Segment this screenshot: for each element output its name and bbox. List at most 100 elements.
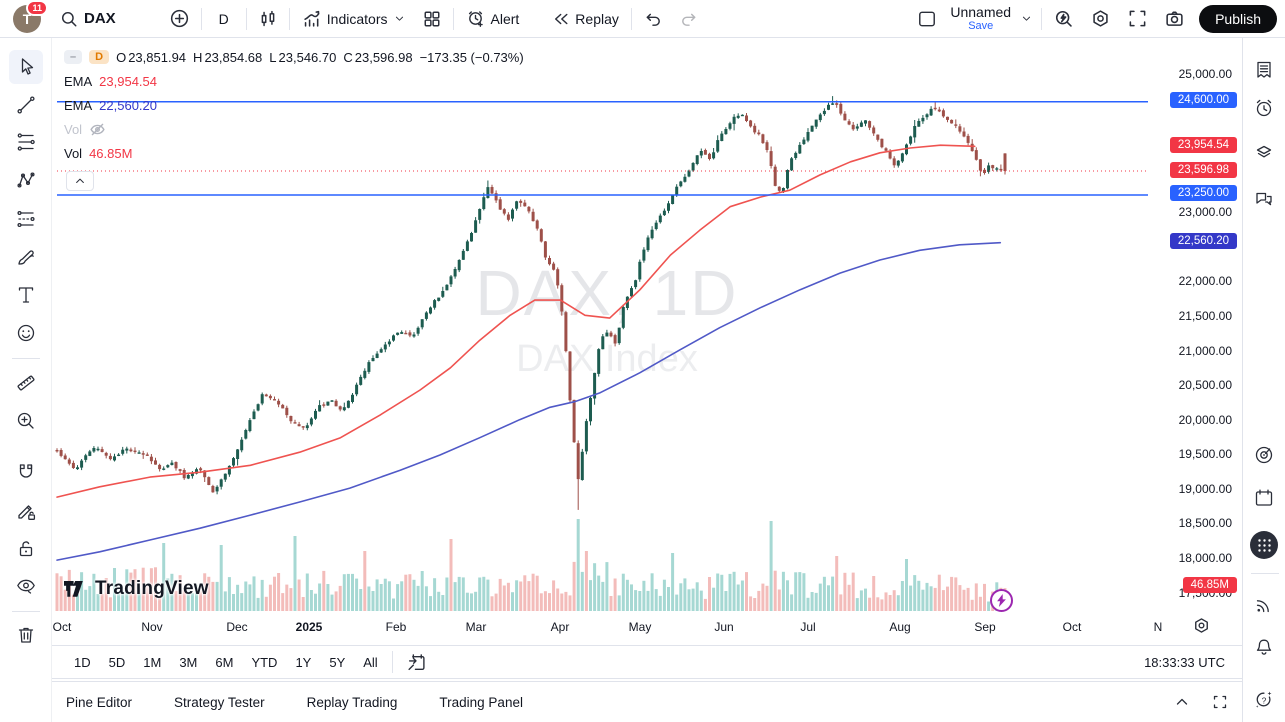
legend-ema1-row[interactable]: EMA 23,954.54: [64, 69, 526, 93]
range-button-1m[interactable]: 1M: [143, 654, 162, 670]
ema2-value: 22,560.20: [99, 97, 158, 113]
hide-all-drawings-button[interactable]: [9, 569, 43, 603]
layout-name-button[interactable]: Unnamed Save: [946, 0, 1015, 38]
legend-main-row[interactable]: – D O 23,851.94 H 23,854.68 L 23,546.70 C 23,59…: [64, 45, 526, 69]
help-sparkle-icon: ?: [1255, 691, 1272, 708]
forecast-tool-button[interactable]: [9, 202, 43, 236]
alerts-panel-button[interactable]: [1248, 92, 1280, 124]
range-button-1d[interactable]: 1D: [74, 654, 91, 670]
tab-trading-panel[interactable]: Trading Panel: [439, 694, 523, 710]
save-layout-link[interactable]: Save: [968, 20, 994, 33]
brush-tool-button[interactable]: [9, 240, 43, 274]
range-button-1y[interactable]: 1Y: [295, 654, 312, 670]
emoji-tool-button[interactable]: [9, 316, 43, 350]
redo-button[interactable]: [671, 0, 707, 38]
price-tick: 23,000.00: [1178, 205, 1232, 220]
feed-button[interactable]: [1248, 589, 1280, 621]
alert-button[interactable]: Alert: [457, 0, 529, 38]
panel-expand-chevron-icon[interactable]: [1174, 694, 1190, 710]
price-axis[interactable]: 25,000.00 23,000.00 22,000.00 21,500.00 21,0…: [1148, 38, 1242, 651]
time-tick: Jun: [714, 620, 734, 634]
layout-dropdown-button[interactable]: [1015, 0, 1038, 38]
range-button-5y[interactable]: 5Y: [329, 654, 346, 670]
clock-utc[interactable]: 18:33:33 UTC: [1144, 654, 1225, 670]
remove-all-drawings-button[interactable]: [9, 618, 43, 652]
chart-canvas[interactable]: [52, 38, 1242, 613]
tab-strategy-tester[interactable]: Strategy Tester: [174, 694, 265, 710]
time-tick: Dec: [226, 620, 248, 634]
legend-vol-hidden-row[interactable]: Vol: [64, 117, 526, 141]
symbol-search-button[interactable]: DAX: [51, 0, 125, 38]
hotlists-button[interactable]: [1248, 439, 1280, 471]
range-button-3m[interactable]: 3M: [179, 654, 198, 670]
timeframe-pill[interactable]: D: [89, 50, 110, 64]
legend-collapse-button[interactable]: [66, 171, 94, 191]
fib-retracement-tool-button[interactable]: [9, 125, 43, 159]
chevron-down-icon: [395, 16, 403, 21]
fullscreen-button[interactable]: [1119, 0, 1156, 38]
notifications-button[interactable]: [1248, 632, 1280, 664]
time-axis[interactable]: Oct Nov Dec 2025 Feb Mar Apr May Jun Jul Aug Sep Oct…: [52, 613, 1242, 643]
ohlc-value: 23,851.94: [128, 49, 187, 65]
drawing-toolbar: [0, 38, 52, 722]
ruler-tool-button[interactable]: [9, 366, 43, 400]
interval-button[interactable]: D: [205, 0, 243, 38]
settings-button[interactable]: [1082, 0, 1119, 38]
go-to-date-button[interactable]: [399, 650, 434, 675]
text-tool-button[interactable]: [9, 278, 43, 312]
magnet-tool-button[interactable]: [9, 455, 43, 489]
compare-add-symbol-button[interactable]: [161, 0, 198, 38]
object-tree-button[interactable]: [1248, 137, 1280, 169]
price-tick: 25,000.00: [1178, 67, 1232, 81]
more-apps-button[interactable]: [1248, 529, 1280, 561]
time-tick: Apr: [550, 620, 570, 634]
trend-line-tool-button[interactable]: [9, 88, 43, 122]
symbol-collapsed-pill[interactable]: –: [64, 50, 83, 64]
drawing-mode-lock-button[interactable]: [9, 494, 43, 528]
alert-label: Alert: [490, 10, 520, 27]
user-avatar[interactable]: T 11: [13, 0, 48, 33]
range-button-ytd[interactable]: YTD: [251, 654, 278, 670]
range-buttons: 1D 5D 1M 3M 6M YTD 1Y 5Y All: [66, 652, 386, 673]
screenshot-button[interactable]: [1156, 0, 1193, 38]
indicator-templates-button[interactable]: [414, 0, 450, 38]
redo-icon: [681, 13, 696, 26]
flash-event-badge[interactable]: [990, 589, 1013, 612]
ohlc-letter: O: [116, 49, 127, 65]
tab-replay-trading[interactable]: Replay Trading: [306, 694, 398, 710]
calendar-button[interactable]: [1248, 482, 1280, 514]
watchlist-button[interactable]: [1248, 54, 1280, 86]
help-button[interactable]: ?: [1248, 684, 1280, 716]
layout-manager-button[interactable]: [908, 0, 946, 38]
chart-style-button[interactable]: [250, 0, 286, 38]
legend-ema2-row[interactable]: EMA 22,560.20: [64, 93, 526, 117]
undo-icon: [646, 13, 660, 26]
cursor-tool-button[interactable]: [8, 50, 43, 84]
fullscreen-icon: [1129, 10, 1146, 27]
indicators-button[interactable]: Indicators: [293, 0, 414, 38]
tab-pine-editor[interactable]: Pine Editor: [66, 694, 133, 710]
axis-settings-button[interactable]: [1193, 617, 1210, 634]
chat-button[interactable]: [1248, 184, 1280, 216]
eye-off-icon[interactable]: [89, 121, 106, 138]
divider: [391, 651, 393, 673]
lock-all-drawings-button[interactable]: [9, 532, 43, 566]
alarm-clock-icon: [1256, 99, 1272, 117]
range-button-6m[interactable]: 6M: [215, 654, 234, 670]
range-button-all[interactable]: All: [363, 654, 378, 670]
tradingview-logo[interactable]: TradingView: [64, 578, 209, 600]
layers-icon: [1256, 145, 1272, 158]
candles-layer: [55, 96, 1007, 510]
undo-button[interactable]: [635, 0, 671, 38]
quick-search-button[interactable]: [1045, 0, 1082, 38]
publish-button[interactable]: Publish: [1199, 4, 1277, 33]
ohlc-value: 23,546.70: [278, 49, 337, 65]
panel-maximize-icon[interactable]: [1212, 694, 1228, 710]
range-button-5d[interactable]: 5D: [108, 654, 126, 670]
rss-icon: [1256, 600, 1269, 613]
chart-area[interactable]: DAX, 1D DAX Index – D O 23,851.94 H 23,854.…: [52, 38, 1242, 722]
replay-button[interactable]: Replay: [542, 0, 628, 38]
pattern-tool-button[interactable]: [9, 163, 43, 197]
legend-vol-row[interactable]: Vol 46.85M: [64, 141, 526, 165]
zoom-in-tool-button[interactable]: [9, 404, 43, 438]
